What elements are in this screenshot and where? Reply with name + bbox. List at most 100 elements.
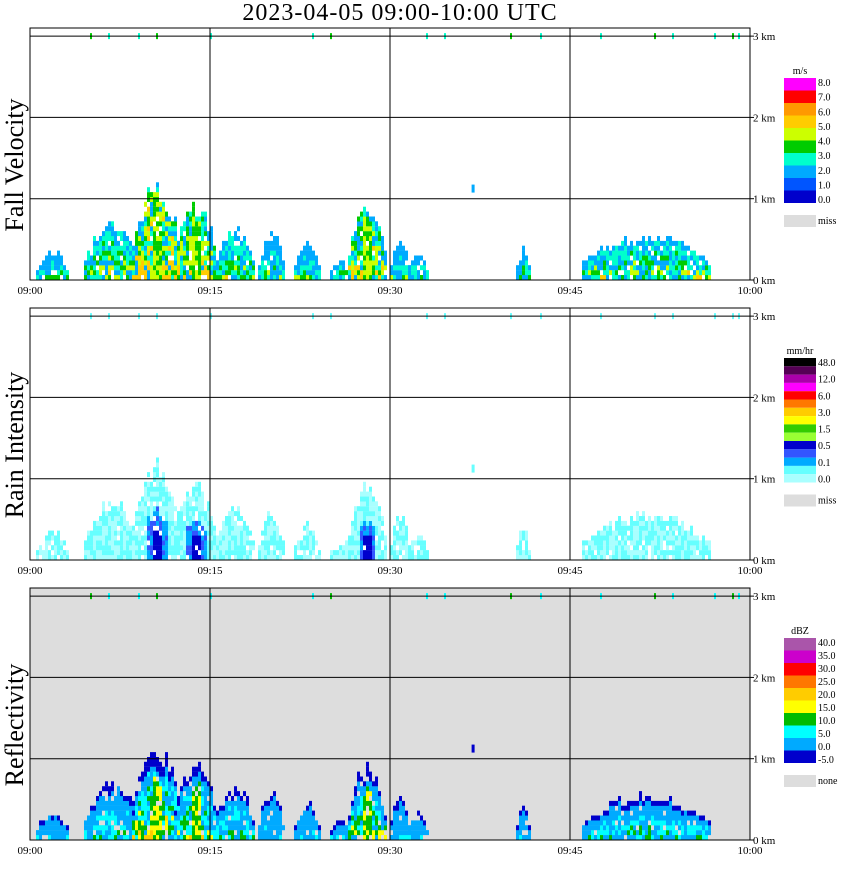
echo-cell <box>393 255 396 261</box>
echo-cell <box>609 265 612 271</box>
echo-cell <box>303 820 306 826</box>
echo-cell <box>234 275 237 280</box>
legend-swatch <box>784 650 816 663</box>
echo-cell <box>114 830 117 836</box>
echo-cell <box>48 825 51 831</box>
echo-cell <box>273 260 276 266</box>
echo-cell <box>261 820 264 826</box>
echo-cell <box>609 525 612 531</box>
echo-cell <box>129 545 132 551</box>
echo-cell <box>177 250 180 256</box>
echo-cell <box>195 540 198 546</box>
echo-cell <box>141 511 144 517</box>
echo-cell <box>111 240 114 246</box>
echo-cell <box>171 791 174 797</box>
echo-cell <box>129 835 132 840</box>
echo-cell <box>591 260 594 266</box>
echo-cell <box>687 550 690 556</box>
echo-cell <box>237 250 240 256</box>
echo-cell <box>123 260 126 266</box>
echo-cell <box>600 555 603 560</box>
echo-cell <box>108 275 111 280</box>
echo-cell <box>279 540 282 546</box>
echo-cell <box>357 810 360 816</box>
echo-cell <box>675 815 678 821</box>
echo-cell <box>606 245 609 251</box>
echo-cell <box>303 810 306 816</box>
echo-cell <box>111 255 114 261</box>
echo-cell <box>639 240 642 246</box>
echo-cell <box>246 805 249 811</box>
echo-cell <box>693 540 696 546</box>
echo-cell <box>237 805 240 811</box>
echo-cell <box>57 260 60 266</box>
echo-cell <box>393 835 396 840</box>
echo-cell <box>180 506 183 512</box>
echo-cell <box>129 265 132 271</box>
echo-cell <box>129 245 132 251</box>
echo-cell <box>276 805 279 811</box>
echo-cell <box>102 815 105 821</box>
echo-cell <box>195 535 198 541</box>
echo-cell <box>153 752 156 758</box>
echo-cell <box>363 796 366 801</box>
echo-cell <box>696 825 699 831</box>
echo-cell <box>147 516 150 521</box>
echo-cell <box>645 825 648 831</box>
echo-cell <box>519 260 522 266</box>
echo-cell <box>120 260 123 266</box>
echo-cell <box>177 815 180 821</box>
echo-cell <box>678 835 681 840</box>
echo-cell <box>192 275 195 280</box>
echo-cell <box>612 825 615 831</box>
echo-cell <box>213 535 216 541</box>
echo-cell <box>246 255 249 261</box>
echo-cell <box>180 835 183 840</box>
echo-cell <box>237 810 240 816</box>
legend-swatch <box>784 663 816 676</box>
echo-cell <box>417 270 420 276</box>
echo-cell <box>144 216 147 222</box>
echo-cell <box>522 805 525 811</box>
echo-cell <box>636 835 639 840</box>
echo-cell <box>99 830 102 836</box>
echo-cell <box>123 236 126 241</box>
panel-fall-velocity: Fall Velocity 09:00 09:15 09:30 09:45 10:00 0… <box>0 20 850 310</box>
echo-cell <box>306 530 309 536</box>
echo-cell <box>222 825 225 831</box>
echo-cell <box>84 265 87 271</box>
echo-cell <box>627 525 630 531</box>
echo-cell <box>96 270 99 276</box>
echo-cell <box>690 810 693 816</box>
echo-cell <box>156 236 159 241</box>
echo-cell <box>57 270 60 276</box>
echo-cell <box>318 835 321 840</box>
echo-cell <box>231 506 234 512</box>
echo-cell <box>207 245 210 251</box>
echo-cell <box>357 786 360 792</box>
echo-cell <box>156 486 159 492</box>
echo-cell <box>651 275 654 280</box>
echo-cell <box>204 796 207 801</box>
echo-cell <box>654 245 657 251</box>
echo-cell <box>192 810 195 816</box>
echo-cell <box>219 825 222 831</box>
echo-cell <box>519 535 522 541</box>
echo-cell <box>165 501 168 507</box>
echo-cell <box>399 810 402 816</box>
echo-cell <box>246 525 249 531</box>
echo-cell <box>636 830 639 836</box>
echo-cell <box>708 275 711 280</box>
echo-cell <box>162 535 165 541</box>
echo-cell <box>153 805 156 811</box>
echo-cell <box>195 236 198 241</box>
echo-cell <box>525 540 528 546</box>
echo-cell <box>144 491 147 497</box>
echo-cell <box>225 260 228 266</box>
echo-cell <box>705 270 708 276</box>
echo-cell <box>162 221 165 227</box>
echo-cell <box>132 275 135 280</box>
echo-cell <box>102 265 105 271</box>
echo-cell <box>663 530 666 536</box>
echo-cell <box>111 825 114 831</box>
